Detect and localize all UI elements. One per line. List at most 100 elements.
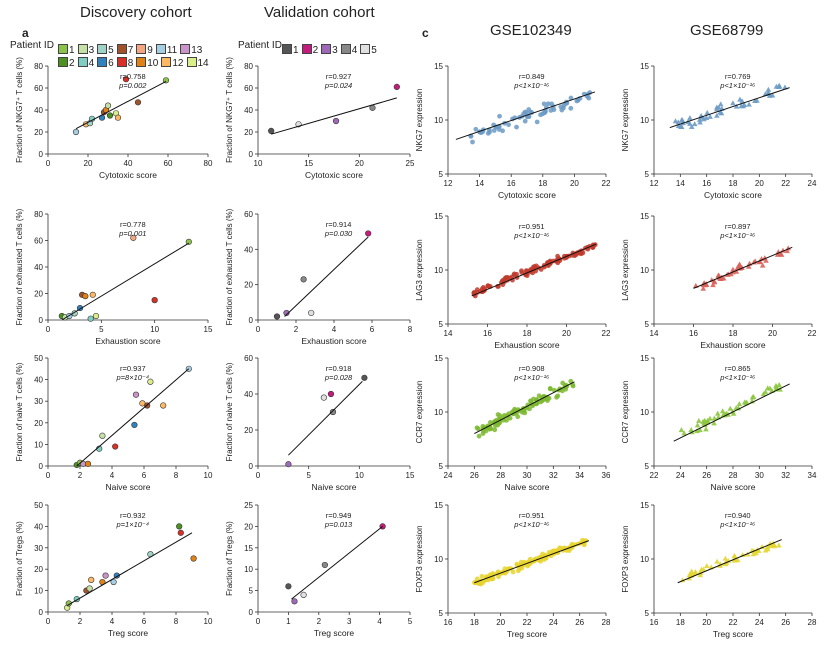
data-point [147,378,154,385]
data-point [487,420,493,425]
legend-swatch [116,44,127,54]
legend-swatch [136,44,147,54]
x-tick-label: 0 [256,617,261,626]
fit-line [66,532,193,607]
y-axis-label: Fraction of NKG7⁺ T cells (%) [15,57,24,163]
data-point [528,398,533,404]
data-point [784,248,790,254]
legend-validation-label: Patient ID [238,40,282,51]
data-point [694,422,701,428]
data-point [72,128,80,136]
data-point [751,259,757,265]
data-point [542,109,548,114]
x-tick-label: 26 [781,618,790,627]
data-point [151,297,158,304]
x-tick-label: 16 [650,618,659,627]
y-tick-label: 40 [244,390,253,399]
data-point [741,101,748,107]
data-point [704,109,711,115]
fit-line [474,540,590,584]
data-point [545,398,550,403]
annotation-p: p=1×10⁻⁴ [115,520,149,529]
x-axis-label: Cytotoxic score [305,170,363,180]
x-tick-label: 20 [84,159,93,168]
y-tick-label: 5 [645,609,650,618]
data-point [268,127,275,134]
y-tick-label: 10 [244,565,253,574]
fit-line [76,368,190,467]
x-tick-label: 5 [408,617,413,626]
y-tick-label: 20 [34,565,43,574]
data-point [711,420,717,426]
x-tick-label: 10 [355,471,364,480]
data-point [717,275,724,281]
y-tick-label: 15 [434,212,443,221]
fit-line [271,97,397,135]
data-point [738,103,745,109]
chart-g2d: 16 18 20 22 24 26 28 5 10 15 Treg score FOXP3 expre… [621,501,817,639]
y-tick-label: 10 [640,266,649,275]
data-point [561,102,567,108]
data-point [722,555,729,561]
annotation-r: r=0.908 [519,364,545,373]
annotation-p: p=8×10⁻⁴ [115,373,149,382]
data-point [185,238,192,245]
y-axis-label: NKG7 expression [621,89,630,152]
annotation-p: p=0.030 [324,229,353,238]
x-axis-label: Cytotoxic score [498,190,556,200]
data-point [707,113,713,119]
legend-swatch [97,44,108,54]
y-tick-label: 25 [244,501,253,510]
y-tick-label: 40 [244,106,253,115]
y-axis-label: Fraction of exhausted T cells (%) [15,208,24,325]
x-axis-label: Cytotoxic score [99,170,157,180]
data-point [130,234,137,241]
x-tick-label: 10 [254,159,263,168]
chart-d3: 0 2 4 6 8 10 0 10 20 30 40 50 Naive score Fraction of… [15,354,213,492]
data-point [570,383,576,389]
legend-validation-patient-2: 2 [301,44,318,56]
x-axis-label: Naive score [505,482,550,492]
data-point [536,393,542,399]
legend-patient-id: 10 [147,58,159,69]
data-point [767,385,773,391]
x-tick-label: 32 [781,471,790,480]
legend-discovery-row-1: 1 3 5 7 9 11 13 [58,40,205,58]
data-point [514,124,519,130]
annotation-p: p=0.002 [118,81,147,90]
data-point [470,139,475,145]
data-point [703,115,710,121]
data-point [697,119,703,125]
data-point [479,573,485,579]
chart-g1d: 16 18 20 22 24 26 28 5 10 15 Treg score FOXP3 expre… [415,501,611,639]
annotation-p: p<1×10⁻¹⁶ [513,520,549,529]
chart-g2a: 12 14 16 18 20 22 24 5 10 15 Cytotoxic score NKG7 e… [621,62,817,200]
data-point [696,417,702,423]
x-tick-label: 16 [689,329,698,338]
data-point [475,426,481,432]
legend-discovery-patient-1: 1 [58,44,75,56]
y-tick-label: 10 [640,408,649,417]
x-tick-label: 16 [483,329,492,338]
data-point [586,95,592,101]
legend-discovery-patient-13: 13 [180,44,202,56]
x-tick-label: 22 [650,471,659,480]
x-tick-label: 16 [507,179,516,188]
data-point [719,408,726,414]
y-tick-label: 40 [34,376,43,385]
legend-swatch [155,44,166,54]
y-tick-label: 15 [640,354,649,363]
legend-swatch [97,57,108,67]
y-tick-label: 0 [39,608,44,617]
x-tick-label: 22 [729,618,738,627]
y-axis-label: FOXP3 expression [415,525,424,592]
data-point [769,92,776,98]
data-point [759,262,766,268]
chart-g2b: 14 16 18 20 22 5 10 15 Exhaustion score LAG3 expr… [621,212,817,350]
data-point [687,115,693,121]
header-gse68799: GSE68799 [690,22,764,39]
x-tick-label: 22 [781,179,790,188]
legend-swatch [136,57,147,67]
legend-swatch [116,57,127,67]
data-point [480,580,486,586]
